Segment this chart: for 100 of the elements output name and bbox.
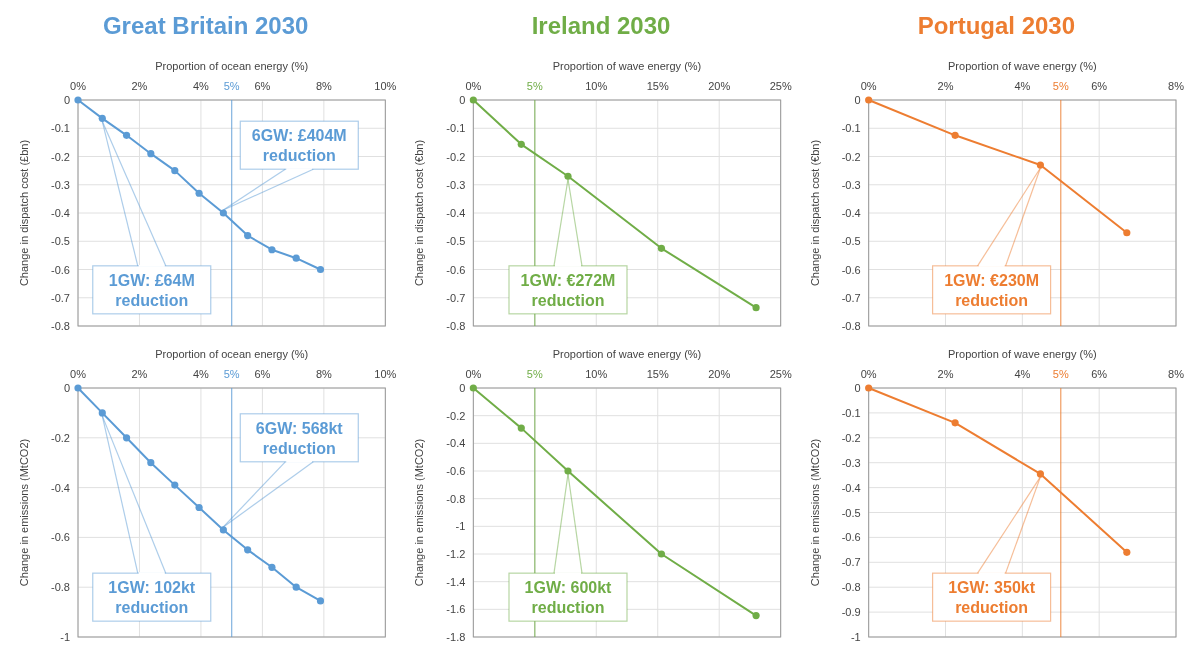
x-tick-label: 8% [1168, 368, 1185, 380]
point [98, 409, 106, 417]
annotation: 1GW: 600kt reduction [524, 579, 613, 617]
point [195, 503, 203, 512]
annotation: 6GW: 568kt reduction [255, 419, 344, 457]
x-tick-label: 25% [769, 80, 792, 92]
point [517, 424, 525, 432]
point [219, 209, 227, 217]
x-axis-title: Proportion of ocean energy (%) [155, 60, 309, 72]
y-tick-label: -0.2 [51, 150, 70, 163]
point [98, 114, 106, 122]
x-tick-label: 0% [70, 80, 87, 92]
chart-title: Ireland 2030 [531, 12, 671, 39]
y-tick-label: -1.4 [446, 575, 466, 588]
y-tick-label: -0.4 [841, 207, 861, 219]
x-axis-title: Proportion of wave energy (%) [948, 348, 1097, 360]
ref-line-label: 5% [1052, 80, 1069, 92]
y-tick-label: -0.4 [841, 481, 861, 494]
y-tick-label: -0.6 [446, 263, 466, 276]
point [268, 563, 276, 571]
y-tick-label: -0.7 [446, 291, 466, 304]
x-tick-label: 4% [192, 368, 210, 380]
x-tick-label: 10% [585, 368, 608, 380]
y-tick-label: -0.3 [841, 178, 861, 191]
x-tick-label: 8% [1168, 80, 1185, 92]
point [951, 131, 959, 139]
y-tick-label: -1.2 [446, 548, 466, 560]
y-tick-label: -0.2 [51, 431, 70, 444]
x-tick-label: 4% [192, 80, 210, 92]
y-axis-title: Change in dispatch cost (£bn) [18, 139, 30, 287]
y-tick-label: -0.1 [446, 122, 466, 135]
point [292, 254, 300, 262]
x-tick-label: 25% [769, 368, 792, 380]
y-tick-label: -0.7 [841, 291, 861, 304]
x-tick-label: 8% [315, 368, 333, 380]
x-tick-label: 20% [708, 80, 731, 92]
y-tick-label: -0.3 [841, 456, 861, 469]
y-tick-label: -0.3 [51, 178, 70, 191]
y-tick-label: -0.4 [446, 437, 466, 450]
y-tick-label: -0.2 [446, 150, 466, 163]
y-tick-label: -0.9 [841, 606, 861, 619]
x-tick-label: 2% [937, 80, 954, 92]
point [564, 172, 572, 180]
y-tick-label: -0.5 [446, 235, 466, 248]
point [147, 459, 155, 467]
x-tick-label: 20% [708, 368, 731, 380]
point [517, 140, 525, 148]
x-tick-label: 2% [131, 80, 148, 92]
point [657, 550, 666, 558]
x-tick-label: 15% [646, 80, 669, 92]
y-tick-label: -0.4 [51, 207, 70, 219]
point [171, 167, 179, 175]
x-tick-label: 2% [937, 368, 954, 380]
y-tick-label: -0.8 [51, 320, 70, 332]
point [1036, 470, 1044, 478]
y-tick-label: -0.5 [841, 506, 861, 519]
y-tick-label: 0 [854, 382, 861, 394]
y-tick-label: -0.8 [446, 492, 466, 505]
point [122, 131, 131, 139]
y-tick-label: -1.8 [446, 631, 466, 643]
point [1123, 548, 1131, 556]
y-tick-label: -0.7 [841, 556, 861, 569]
point [147, 150, 155, 158]
point [195, 189, 203, 197]
x-tick-label: 0% [465, 368, 482, 380]
y-tick-label: -0.6 [841, 531, 861, 544]
y-tick-label: -0.7 [51, 291, 70, 304]
y-tick-label: -1 [60, 631, 70, 643]
y-tick-label: -0.5 [841, 235, 861, 248]
x-tick-label: 8% [315, 80, 333, 92]
y-axis-title: Change in emissions (MtCO2) [18, 438, 30, 587]
y-tick-label: -1.6 [446, 603, 466, 616]
y-tick-label: -1 [455, 520, 466, 533]
point [122, 434, 131, 442]
point [951, 419, 959, 427]
x-axis-title: Proportion of ocean energy (%) [155, 348, 309, 360]
ref-line-label: 5% [1052, 368, 1069, 380]
point [564, 467, 572, 475]
y-tick-label: -0.1 [51, 122, 70, 135]
x-tick-label: 15% [646, 368, 669, 380]
y-axis-title: Change in dispatch cost (€bn) [413, 139, 426, 287]
point [469, 384, 477, 392]
chart-title: Portugal 2030 [917, 12, 1076, 39]
y-tick-label: -0.5 [51, 235, 70, 248]
y-tick-label: -0.3 [446, 178, 466, 191]
y-tick-label: 0 [63, 382, 70, 394]
x-tick-label: 2% [131, 368, 148, 380]
annotation: 6GW: £404M reduction [251, 127, 347, 165]
y-tick-label: -0.2 [841, 150, 861, 163]
x-tick-label: 6% [254, 80, 271, 92]
point [316, 265, 325, 274]
point [244, 546, 252, 554]
point [244, 232, 252, 240]
y-tick-label: -0.6 [446, 465, 466, 477]
x-axis-title: Proportion of wave energy (%) [948, 60, 1097, 72]
x-tick-label: 0% [860, 368, 877, 380]
y-tick-label: -0.6 [51, 263, 70, 276]
point [1123, 229, 1131, 237]
point [1036, 161, 1044, 169]
y-tick-label: 0 [459, 382, 466, 394]
